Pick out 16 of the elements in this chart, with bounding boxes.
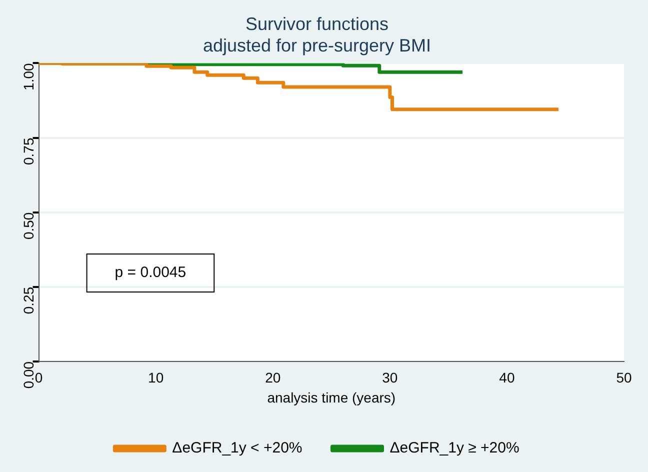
y-tick-label: 0.75 xyxy=(20,138,37,165)
x-tick-label: 10 xyxy=(148,370,164,386)
y-tick-label: 0.25 xyxy=(20,286,37,314)
x-tick-label: 0 xyxy=(34,370,43,386)
x-axis-title: analysis time (years) xyxy=(267,389,396,406)
y-tick-label: 1.00 xyxy=(20,62,37,90)
x-tick-label: 50 xyxy=(616,370,632,386)
y-tick-label: 0.00 xyxy=(20,361,37,389)
annotation: p = 0.0045 xyxy=(114,264,186,282)
legend-label: ΔeGFR_1y ≥ +20% xyxy=(390,440,520,457)
legend-label: ΔeGFR_1y < +20% xyxy=(172,440,302,457)
chart-title: Survivor functions adjusted for pre-surgery BMI xyxy=(202,14,432,56)
x-tick-label: 40 xyxy=(499,370,515,386)
x-tick-label: 20 xyxy=(265,370,281,386)
x-tick-label: 30 xyxy=(382,370,398,386)
y-tick-label: 0.50 xyxy=(20,212,37,240)
